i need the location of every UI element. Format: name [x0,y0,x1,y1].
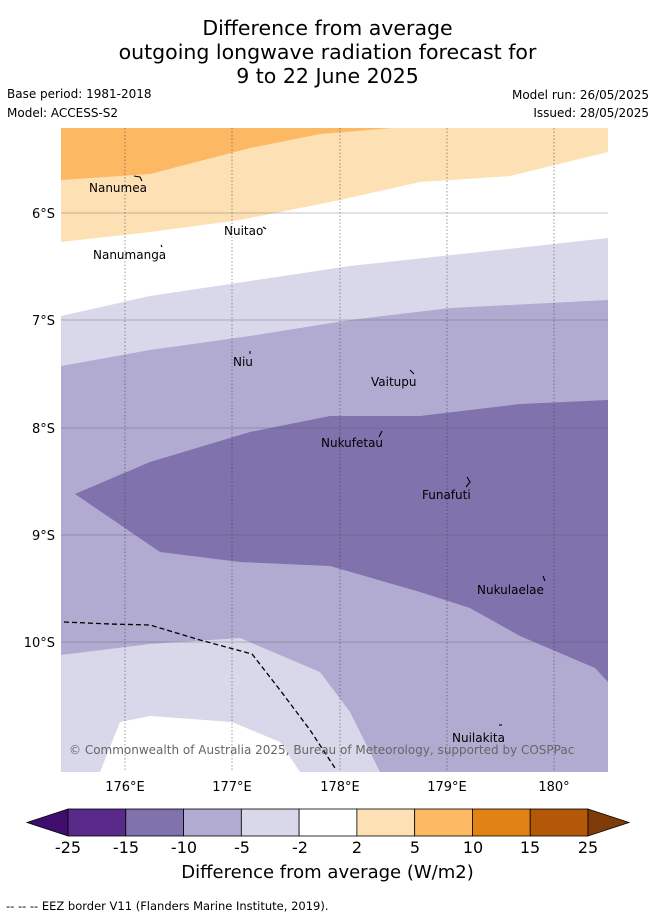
map-plot-area [61,128,608,772]
anomaly-pocket-near-zero [100,716,300,772]
eez-border-line [63,621,336,769]
copyright-text: © Commonwealth of Australia 2025, Bureau… [69,743,574,757]
grid-lines [61,212,608,643]
lon-label-178e: 178°E [320,780,360,795]
island-mark-vaitupu [409,369,415,375]
colorbar-segment [472,808,531,837]
colorbar-segment [67,808,127,837]
colorbar-tick-minus15: -15 [112,838,140,857]
colorbar-tick-15: 15 [519,838,541,857]
map-title: Difference from average outgoing longwav… [0,16,655,88]
lat-label-8s: 8°S [32,422,55,437]
colorbar-tick-5: 5 [409,838,421,857]
island-mark-nanumanga [160,244,163,248]
model-run-text: Model run: 26/05/2025 [511,88,649,102]
colorbar-tick-minus10: -10 [170,838,198,857]
place-label-nanumanga: Nanumanga [93,248,166,262]
base-period-text: Base period: 1981-2018 [7,87,152,101]
lat-label-9s: 9°S [32,529,55,544]
lon-label-176e: 176°E [105,780,145,795]
meridian-lines [124,128,555,772]
lon-label-177e: 177°E [212,780,252,795]
island-marks [133,175,546,726]
island-mark-nukufetau [378,430,383,438]
lon-label-180: 180° [538,780,569,795]
place-label-vaitupu: Vaitupu [371,375,417,389]
place-label-niu: Niu [233,355,253,369]
colorbar-tick-minus5: -5 [234,838,250,857]
colorbar-segment [298,808,358,837]
latitude-labels: 6°S 7°S 8°S 9°S 10°S [24,207,55,651]
model-text: Model: ACCESS-S2 [7,106,119,120]
place-labels: Nanumea Nuitao Nanumanga Niu Vaitupu Nuk… [89,181,544,745]
island-mark-nuitao [262,226,267,230]
place-label-funafuti: Funafuti [422,488,471,502]
colorbar-segment [529,808,589,837]
island-mark-nukulaelae [542,575,546,582]
colorbar-extend-high [587,808,631,837]
lon-label-179e: 179°E [427,780,467,795]
colorbar-segment [240,808,300,837]
island-mark-funafuti [465,476,471,488]
colorbar [25,808,631,837]
colorbar-tick-25: 25 [577,838,599,857]
colorbar-tick-10: 10 [462,838,484,857]
lat-label-7s: 7°S [32,314,55,329]
place-label-nukufetau: Nukufetau [321,436,383,450]
issued-text: Issued: 28/05/2025 [533,106,649,120]
longitude-labels: 176°E 177°E 178°E 179°E 180° [105,780,569,795]
lat-label-10s: 10°S [24,636,55,651]
colorbar-tick-minus25: -25 [54,838,82,857]
title-line-3: 9 to 22 June 2025 [236,64,419,88]
place-label-nuitao: Nuitao [224,224,263,238]
island-mark-nanumea [133,175,143,182]
colorbar-tick-minus2: -2 [292,838,308,857]
title-line-2: outgoing longwave radiation forecast for [118,40,537,64]
colorbar-segment [183,808,242,837]
colorbar-segment [125,808,184,837]
colorbar-tick-2: 2 [351,838,363,857]
anomaly-band-minus15-minus10 [75,400,608,682]
anomaly-band-5-10 [61,128,392,180]
colorbar-extend-low [25,808,69,837]
colorbar-title: Difference from average (W/m2) [181,862,474,883]
place-label-nukulaelae: Nukulaelae [477,583,544,597]
colorbar-segment [414,808,473,837]
place-label-nanumea: Nanumea [89,181,147,195]
lat-label-6s: 6°S [32,207,55,222]
place-label-nuilakita: Nuilakita [452,731,505,745]
eez-legend-text: -- -- -- EEZ border V11 (Flanders Marine… [6,899,329,913]
colorbar-segment [356,808,416,837]
title-line-1: Difference from average [202,16,453,40]
